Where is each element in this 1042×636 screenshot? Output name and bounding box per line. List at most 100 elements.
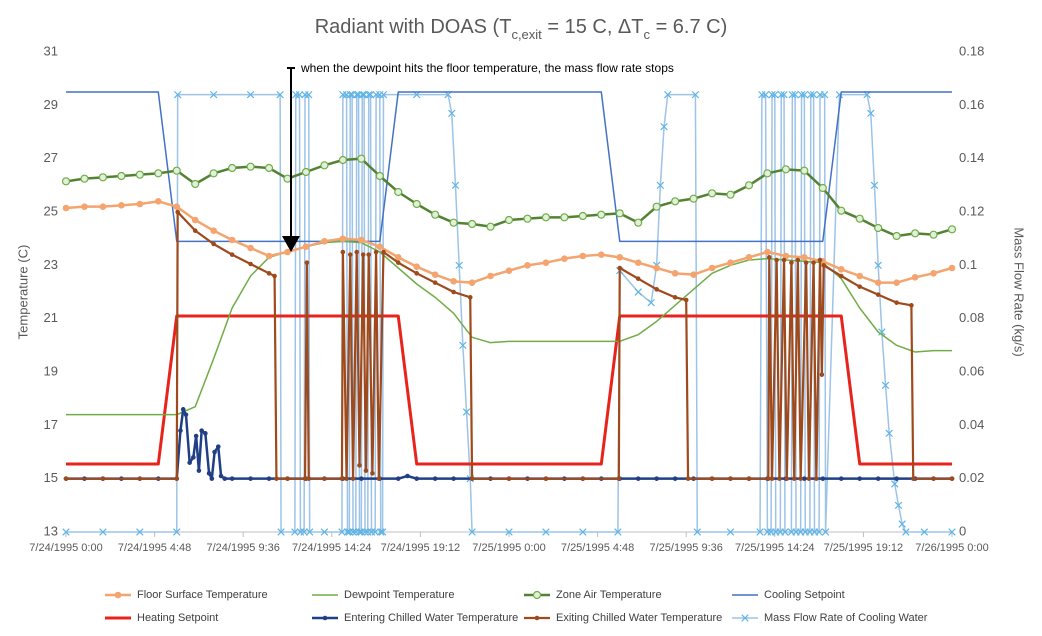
legend-entry: Dewpoint Temperature xyxy=(312,589,454,601)
marker xyxy=(579,528,587,536)
marker xyxy=(819,372,825,377)
marker xyxy=(191,455,196,460)
marker xyxy=(837,206,846,215)
marker xyxy=(339,235,347,242)
marker xyxy=(635,276,641,281)
marker xyxy=(451,476,456,481)
marker xyxy=(432,280,438,285)
marker xyxy=(81,203,88,210)
marker xyxy=(709,476,715,481)
marker xyxy=(450,278,457,285)
marker xyxy=(708,264,716,272)
title-text: = 15 C, ΔT xyxy=(542,16,644,38)
marker xyxy=(811,260,816,265)
marker xyxy=(878,328,886,336)
legend-entry: Mass Flow Rate of Cooling Water xyxy=(732,612,928,624)
x-tick-label: 7/25/1995 4:48 xyxy=(561,542,634,554)
marker xyxy=(634,259,642,266)
marker xyxy=(364,90,373,99)
marker xyxy=(874,279,882,286)
title-text: Radiant with DOAS (T xyxy=(315,16,512,38)
marker xyxy=(820,476,826,481)
marker xyxy=(809,90,818,99)
marker xyxy=(911,274,919,281)
title-subscript: c,exit xyxy=(511,27,542,42)
marker xyxy=(350,476,356,481)
series xyxy=(62,90,956,536)
y2-tick-label: 0.12 xyxy=(959,203,984,218)
marker xyxy=(616,254,624,261)
marker xyxy=(320,161,329,170)
marker xyxy=(379,90,388,99)
marker xyxy=(265,252,273,260)
marker xyxy=(837,266,845,273)
y-tick-label: 25 xyxy=(44,203,58,218)
marker xyxy=(821,528,830,536)
marker xyxy=(857,284,863,289)
marker xyxy=(370,471,375,476)
x-tick-label: 7/25/1995 9:36 xyxy=(649,542,722,554)
marker xyxy=(196,468,202,473)
marker xyxy=(902,528,910,536)
marker xyxy=(174,476,180,481)
marker xyxy=(505,267,513,274)
marker xyxy=(352,90,361,99)
legend-marker xyxy=(534,615,540,621)
y2-axis-label: Mass Flow Rate (kg/s) xyxy=(1012,227,1027,356)
marker xyxy=(136,200,144,208)
marker xyxy=(838,273,844,279)
marker xyxy=(597,251,605,258)
marker xyxy=(338,528,346,536)
marker xyxy=(578,211,587,221)
marker xyxy=(209,476,215,481)
marker xyxy=(346,90,354,99)
y-tick-label: 29 xyxy=(44,97,58,112)
marker xyxy=(412,199,421,209)
y-tick-label: 27 xyxy=(44,150,58,165)
x-tick-label: 7/26/1995 0:00 xyxy=(915,542,988,554)
title-text: = 6.7 C) xyxy=(650,16,727,38)
series xyxy=(66,91,952,243)
marker xyxy=(357,463,362,468)
marker xyxy=(764,248,771,256)
marker xyxy=(541,213,551,222)
y2-tick-label: 0.02 xyxy=(959,470,984,485)
marker xyxy=(266,476,272,481)
marker xyxy=(782,252,790,260)
marker xyxy=(413,263,421,270)
marker xyxy=(320,528,329,536)
marker xyxy=(815,528,823,536)
legend-marker xyxy=(322,615,328,621)
y2-tick-label: 0.14 xyxy=(959,150,984,165)
legend-label: Heating Setpoint xyxy=(137,612,218,624)
marker xyxy=(284,248,291,256)
marker xyxy=(791,476,797,481)
marker xyxy=(405,473,410,479)
y2-tick-label: 0.06 xyxy=(959,363,984,378)
marker xyxy=(803,260,809,265)
marker xyxy=(523,214,532,223)
marker xyxy=(780,90,788,99)
marker xyxy=(672,476,678,481)
marker xyxy=(894,300,899,305)
marker xyxy=(414,476,420,481)
marker xyxy=(875,292,881,297)
marker xyxy=(745,254,753,261)
marker xyxy=(885,429,893,438)
marker xyxy=(821,263,827,268)
marker xyxy=(683,297,689,303)
marker xyxy=(948,528,956,536)
marker xyxy=(874,223,883,233)
legend-label: Mass Flow Rate of Cooling Water xyxy=(764,612,928,624)
marker xyxy=(395,476,401,481)
marker xyxy=(80,174,89,183)
marker xyxy=(305,90,313,99)
marker xyxy=(180,407,186,412)
marker xyxy=(366,90,375,99)
legend-label: Cooling Setpoint xyxy=(764,589,845,601)
marker xyxy=(838,476,844,481)
y-tick-label: 23 xyxy=(44,257,58,272)
marker xyxy=(283,174,292,183)
marker xyxy=(647,298,655,307)
